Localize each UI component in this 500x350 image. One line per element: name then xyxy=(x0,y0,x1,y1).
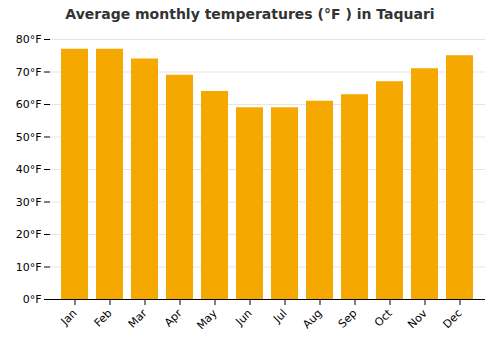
svg-text:Oct: Oct xyxy=(372,306,395,329)
svg-text:Aug: Aug xyxy=(300,307,324,331)
svg-text:70°F: 70°F xyxy=(16,66,42,79)
svg-text:Feb: Feb xyxy=(92,307,115,330)
svg-text:0°F: 0°F xyxy=(23,293,42,306)
svg-text:20°F: 20°F xyxy=(16,228,42,241)
svg-text:Mar: Mar xyxy=(126,306,150,330)
svg-text:Jan: Jan xyxy=(58,307,80,329)
svg-text:Nov: Nov xyxy=(405,306,430,331)
svg-text:Apr: Apr xyxy=(162,306,185,329)
svg-text:Jul: Jul xyxy=(270,307,289,326)
svg-text:30°F: 30°F xyxy=(16,196,42,209)
svg-text:40°F: 40°F xyxy=(16,163,42,176)
svg-text:10°F: 10°F xyxy=(16,261,42,274)
svg-text:50°F: 50°F xyxy=(16,131,42,144)
svg-text:60°F: 60°F xyxy=(16,98,42,111)
svg-text:May: May xyxy=(194,306,220,332)
svg-text:Sep: Sep xyxy=(336,307,360,331)
svg-text:80°F: 80°F xyxy=(16,33,42,46)
svg-text:Jun: Jun xyxy=(233,307,255,329)
svg-text:Dec: Dec xyxy=(440,307,464,331)
html-text:Average monthly temperatures (: Average monthly temperatures (°F ) in Ta… xyxy=(65,6,435,22)
